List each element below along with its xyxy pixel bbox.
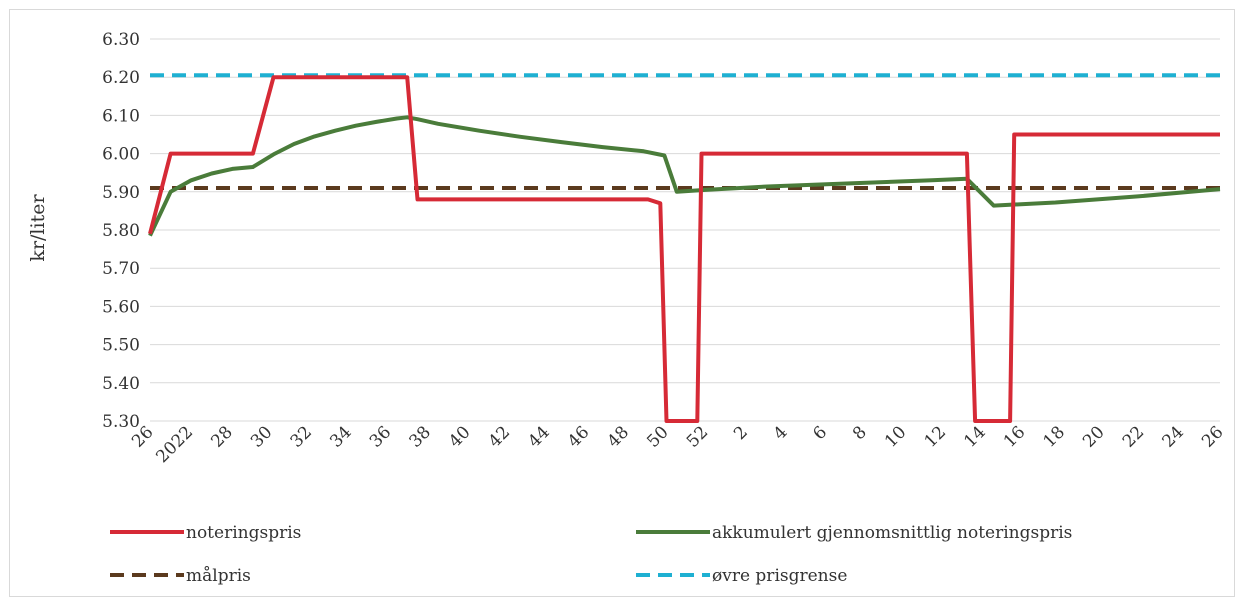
x-tick-label: 36 [366,422,395,451]
y-tick-label: 5.60 [102,297,140,317]
x-tick-label: 26 [1198,422,1227,451]
x-tick-label: 22 [1119,422,1148,451]
y-tick-label: 5.30 [102,412,140,432]
y-axis-ticks: 5.30 5.40 5.50 5.60 5.70 5.80 5.90 6.00 6.10 6.20… [102,30,140,432]
x-tick-label: 10 [881,422,910,451]
x-tick-label: 34 [326,422,355,451]
x-tick-label: 46 [564,422,593,451]
gridlines [150,38,1220,384]
y-tick-label: 5.40 [102,374,140,394]
y-axis-label: kr/liter [27,194,49,262]
chart-frame: 5.30 5.40 5.50 5.60 5.70 5.80 5.90 6.00 6.10 6.20… [9,9,1235,597]
x-tick-label: 48 [604,422,633,451]
x-tick-label: 44 [524,422,553,451]
x-tick-label: 8 [849,422,871,444]
x-tick-label: 18 [1040,422,1069,451]
legend-label: akkumulert gjennomsnittlig noteringspris [712,523,1072,543]
y-tick-label: 6.20 [102,68,140,88]
legend-label: noteringspris [186,523,301,543]
x-tick-label: 30 [247,422,276,451]
y-tick-label: 6.30 [102,30,140,50]
x-tick-label: 28 [207,422,236,451]
x-tick-label: 20 [1079,422,1108,451]
y-tick-label: 5.50 [102,336,140,356]
x-tick-label: 50 [643,422,672,451]
x-tick-label: 2 [730,422,752,444]
x-tick-label: 2022 [152,422,197,467]
y-tick-label: 6.00 [102,145,140,165]
series-line-0 [148,75,1220,423]
series-line-1 [148,115,1221,237]
x-tick-label: 4 [770,422,792,444]
line-chart: 5.30 5.40 5.50 5.60 5.70 5.80 5.90 6.00 6.10 6.20… [27,30,1228,586]
x-tick-label: 52 [683,422,712,451]
legend-label: øvre prisgrense [712,566,847,586]
y-tick-label: 5.80 [102,221,140,241]
x-tick-label: 32 [287,422,316,451]
x-tick-label: 38 [405,422,434,451]
x-tick-label: 6 [809,422,831,444]
x-tick-label: 40 [445,422,474,451]
x-tick-label: 14 [960,422,989,451]
y-tick-label: 6.10 [102,106,140,126]
y-tick-label: 5.70 [102,259,140,279]
legend-label: målpris [186,566,251,586]
x-tick-label: 42 [485,422,514,451]
legend: noteringspris akkumulert gjennomsnittlig … [110,523,1072,586]
x-tick-label: 12 [921,422,950,451]
x-tick-label: 16 [1000,422,1029,451]
x-tick-label: 24 [1158,422,1187,451]
y-tick-label: 5.90 [102,183,140,203]
series-lines [148,73,1221,423]
